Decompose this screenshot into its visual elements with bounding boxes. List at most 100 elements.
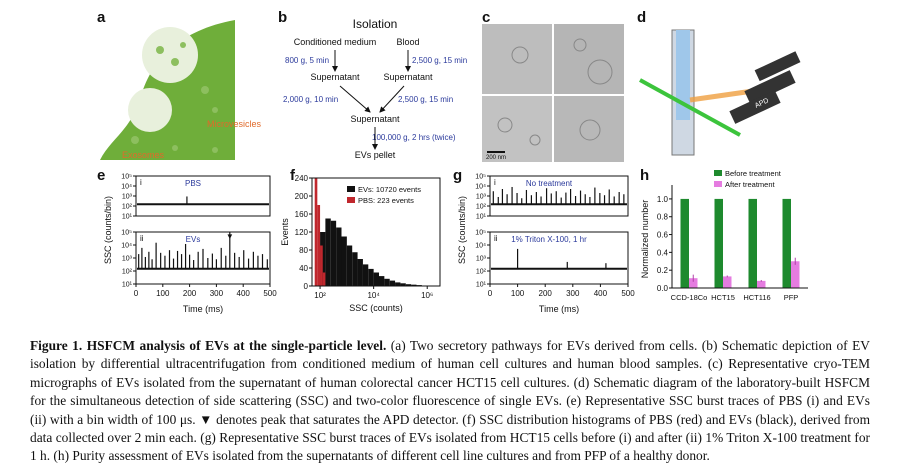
x-tick-label: 100 bbox=[511, 289, 525, 298]
y-tick-label: 10¹ bbox=[476, 282, 487, 289]
trace-roman: ii bbox=[494, 234, 498, 243]
y-tick-label: 10¹ bbox=[122, 214, 133, 221]
trace-name: EVs bbox=[186, 235, 201, 244]
hist-bar bbox=[320, 245, 323, 286]
panel-label: b bbox=[278, 9, 287, 26]
x-axis-label: Time (ms) bbox=[539, 304, 579, 314]
hist-bar bbox=[373, 272, 379, 286]
y-tick-label: 10⁵ bbox=[475, 230, 486, 237]
hist-bar bbox=[378, 276, 385, 286]
bar bbox=[723, 276, 732, 288]
y-tick-label: 0.0 bbox=[657, 284, 669, 293]
legend-swatch bbox=[347, 186, 355, 192]
hist-bar bbox=[400, 283, 406, 286]
bar bbox=[714, 198, 723, 288]
bar bbox=[757, 280, 766, 288]
x-tick-label: 10⁴ bbox=[367, 291, 380, 300]
y-tick-label: 40 bbox=[299, 264, 308, 273]
y-tick-label: 240 bbox=[295, 174, 309, 183]
y-tick-label: 10³ bbox=[476, 256, 487, 263]
node: Supernatant bbox=[350, 114, 400, 124]
y-axis-label: SSC (counts/bin) bbox=[103, 196, 113, 264]
trace-roman: ii bbox=[140, 234, 144, 243]
bar bbox=[748, 198, 757, 288]
y-tick-label: 10² bbox=[122, 269, 133, 276]
hist-bar bbox=[368, 268, 374, 286]
y-tick-label: 120 bbox=[295, 228, 309, 237]
y-tick-label: 10² bbox=[476, 269, 487, 276]
trace-name: 1% Triton X-100, 1 hr bbox=[511, 235, 587, 244]
y-tick-label: 0 bbox=[304, 282, 309, 291]
hist-bar bbox=[330, 220, 337, 286]
node: Supernatant bbox=[310, 72, 360, 82]
panel-label: g bbox=[453, 167, 462, 184]
hist-bar bbox=[325, 218, 331, 286]
node: Supernatant bbox=[383, 72, 433, 82]
hist-bar bbox=[405, 284, 412, 286]
micrographs bbox=[482, 24, 624, 162]
x-tick-label: 10⁶ bbox=[421, 291, 433, 300]
hist-bar bbox=[341, 236, 347, 286]
y-axis-label: Normalized number bbox=[640, 200, 650, 279]
y-tick-label: 10² bbox=[122, 204, 133, 211]
panel-label: f bbox=[290, 167, 296, 184]
step: 800 g, 5 min bbox=[285, 56, 329, 65]
y-tick-label: 10¹ bbox=[122, 282, 133, 289]
y-tick-label: 10² bbox=[476, 204, 487, 211]
panel-label: c bbox=[482, 9, 490, 26]
axes-frame bbox=[135, 175, 271, 217]
node: Blood bbox=[396, 37, 419, 47]
scale-bar-label: 200 nm bbox=[486, 155, 506, 161]
x-tick-label: 200 bbox=[183, 289, 197, 298]
arrows bbox=[332, 50, 411, 150]
y-tick-label: 0.6 bbox=[657, 231, 669, 240]
y-tick-label: 10⁵ bbox=[475, 174, 486, 181]
bar bbox=[680, 198, 689, 288]
y-tick-label: 160 bbox=[295, 210, 309, 219]
panel-label: d bbox=[637, 9, 646, 26]
caption-title: Figure 1. HSFCM analysis of EVs at the s… bbox=[30, 338, 387, 353]
legend-swatch bbox=[714, 170, 722, 176]
step: 100,000 g, 2 hrs (twice) bbox=[372, 133, 456, 142]
saturation-marker: ▼ bbox=[226, 232, 234, 241]
x-tick-label: 200 bbox=[539, 289, 553, 298]
panel-label: e bbox=[97, 167, 105, 184]
y-tick-label: 10⁴ bbox=[475, 243, 486, 250]
x-tick-label: HCT15 bbox=[711, 293, 735, 302]
x-tick-label: 10² bbox=[314, 291, 326, 300]
hist-bar bbox=[322, 272, 326, 286]
caption-body: (a) Two secretory pathways for EVs deriv… bbox=[30, 338, 870, 464]
y-tick-label: 10³ bbox=[476, 194, 487, 201]
x-tick-label: 500 bbox=[263, 289, 277, 298]
caption: Figure 1. HSFCM analysis of EVs at the s… bbox=[30, 337, 870, 466]
hist-bar bbox=[389, 280, 396, 286]
y-tick-label: 80 bbox=[299, 246, 308, 255]
x-tick-label: 0 bbox=[134, 289, 139, 298]
y-tick-label: 10³ bbox=[122, 256, 133, 263]
legend-label: Before treatment bbox=[725, 169, 782, 178]
x-tick-label: CCD-18Co bbox=[671, 293, 708, 302]
trace-roman: i bbox=[494, 178, 496, 187]
bar bbox=[782, 198, 791, 288]
step: 2,500 g, 15 min bbox=[412, 56, 467, 65]
x-tick-label: 300 bbox=[566, 289, 580, 298]
x-tick-label: 400 bbox=[594, 289, 608, 298]
bar bbox=[791, 261, 800, 288]
panel-label: h bbox=[640, 167, 649, 184]
legend-swatch bbox=[714, 181, 722, 187]
trace-name: PBS bbox=[185, 179, 201, 188]
y-tick-label: 10³ bbox=[122, 194, 133, 201]
hist-bar bbox=[411, 284, 417, 286]
instrument-schematic bbox=[639, 29, 801, 156]
figure: a Microvesicles Exosomes b Isolation Con… bbox=[97, 9, 808, 314]
y-tick-label: 0.4 bbox=[657, 248, 669, 257]
hist-bar bbox=[346, 245, 353, 286]
hist-bar bbox=[357, 259, 363, 286]
y-tick-label: 10⁵ bbox=[121, 174, 132, 181]
x-tick-label: HCT116 bbox=[743, 293, 770, 302]
hist-bar bbox=[352, 252, 358, 286]
legend-label: EVs: 10720 events bbox=[358, 185, 421, 194]
hist-bar bbox=[314, 178, 318, 286]
panel-label: a bbox=[97, 9, 106, 26]
